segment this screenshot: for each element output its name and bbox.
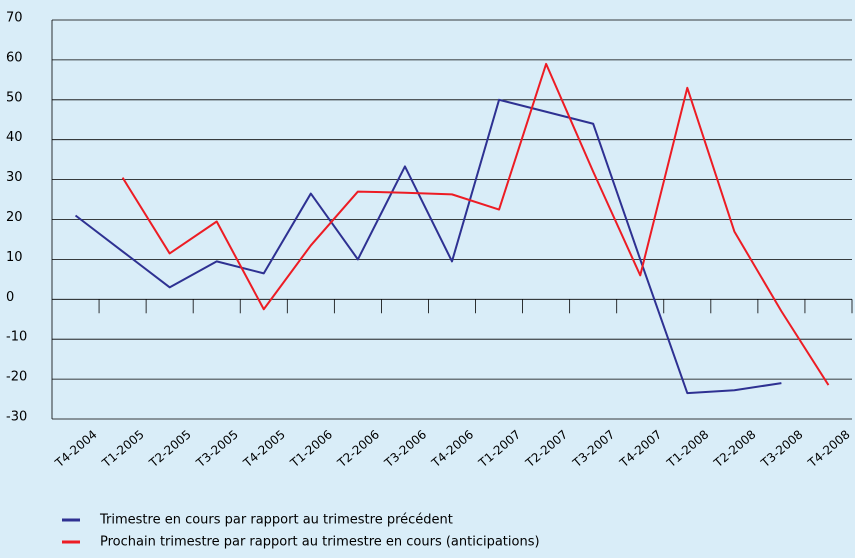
x-tick-label: T2-2006: [334, 427, 382, 470]
y-tick-label: 0: [6, 290, 14, 305]
x-tick-label: T3-2007: [569, 427, 617, 470]
x-tick-label: T1-2005: [99, 427, 147, 470]
y-tick-label: 20: [6, 210, 23, 225]
y-tick-label: 30: [6, 170, 23, 185]
x-tick-label: T4-2006: [428, 427, 476, 470]
x-tick-label: T4-2008: [805, 427, 853, 470]
y-tick-label: -10: [6, 330, 27, 345]
x-tick-label: T2-2007: [522, 427, 570, 470]
x-tick-label: T2-2005: [146, 427, 194, 470]
x-tick-label: T1-2008: [664, 427, 712, 470]
x-tick-label: T3-2006: [381, 427, 429, 470]
x-tick-label: T3-2005: [193, 427, 241, 470]
y-tick-label: -20: [6, 370, 27, 385]
x-tick-label: T4-2004: [52, 427, 100, 470]
legend-label: Prochain trimestre par rapport au trimes…: [100, 535, 540, 550]
y-tick-label: 70: [6, 11, 23, 26]
series-line: [74, 98, 782, 395]
legend-label: Trimestre en cours par rapport au trimes…: [99, 513, 453, 528]
y-tick-label: 50: [6, 90, 23, 105]
series-line: [121, 62, 830, 386]
y-tick-label: -30: [6, 410, 27, 425]
y-tick-label: 60: [6, 50, 23, 65]
y-tick-label: 10: [6, 250, 23, 265]
x-tick-label: T1-2006: [287, 427, 335, 470]
x-tick-label: T1-2007: [475, 427, 523, 470]
x-tick-label: T2-2008: [711, 427, 759, 470]
x-tick-label: T4-2007: [616, 427, 664, 470]
x-tick-label: T4-2005: [240, 427, 288, 470]
y-tick-label: 40: [6, 130, 23, 145]
x-tick-label: T3-2008: [758, 427, 806, 470]
